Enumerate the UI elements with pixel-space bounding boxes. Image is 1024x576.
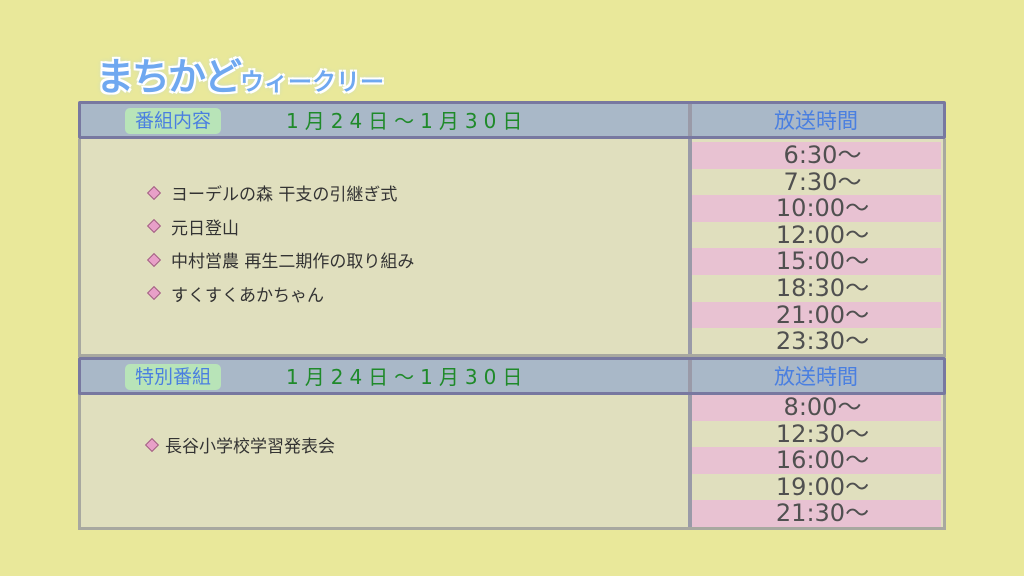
section-header: 番組内容 1月24日～1月30日 放送時間 [78, 101, 946, 139]
time-row: 7:30～ [783, 167, 862, 196]
time-row: 8:00～ [692, 394, 941, 421]
date-range: 1月24日～1月30日 [286, 365, 529, 389]
date-range: 1月24日～1月30日 [286, 109, 529, 133]
list-item: 長谷小学校学習発表会 [144, 428, 335, 462]
logo-main: まちかど [96, 55, 242, 99]
diamond-icon [146, 286, 162, 301]
column-divider [688, 104, 692, 136]
diamond-icon [144, 437, 160, 452]
time-row: 19:00～ [775, 472, 870, 501]
time-row: 12:30～ [775, 419, 870, 448]
list-item: ヨーデルの森 干支の引継ぎ式 [146, 176, 414, 210]
logo: まちかどウィークリー [96, 46, 384, 101]
time-row: 10:00～ [692, 195, 941, 222]
column-divider [688, 139, 692, 354]
item-text: ヨーデルの森 干支の引継ぎ式 [171, 185, 398, 206]
logo-sub: ウィークリー [240, 68, 385, 96]
time-row: 16:00～ [692, 447, 941, 474]
section-label: 特別番組 [125, 364, 222, 390]
time-row: 21:30～ [692, 500, 941, 527]
item-text: 元日登山 [171, 218, 239, 239]
program-body: ヨーデルの森 干支の引継ぎ式 元日登山 中村営農 再生二期作の取り組み すくすく… [78, 139, 946, 357]
item-text: 長谷小学校学習発表会 [165, 437, 335, 458]
column-divider [688, 393, 692, 527]
list-item: 中村営農 再生二期作の取り組み [146, 243, 415, 277]
time-row: 12:00～ [775, 220, 870, 249]
time-row: 21:00～ [692, 301, 941, 329]
time-row: 6:30～ [692, 142, 941, 169]
diamond-icon [146, 252, 162, 267]
item-text: 中村営農 再生二期作の取り組み [171, 252, 415, 273]
list-item: 元日登山 [146, 210, 414, 244]
time-row: 18:30～ [775, 273, 870, 302]
item-text: すくすくあかちゃん [171, 285, 324, 306]
column-divider [688, 360, 692, 392]
time-row: 15:00～ [692, 248, 941, 275]
time-header: 放送時間 [774, 365, 858, 389]
time-list: 6:30～ 7:30～ 10:00～ 12:00～ 15:00～ 18:30～ … [692, 142, 941, 355]
section-label: 番組内容 [125, 108, 222, 134]
time-list: 8:00～ 12:30～ 16:00～ 19:00～ 21:30～ [692, 394, 941, 527]
special-body: 長谷小学校学習発表会 8:00～ 12:30～ 16:00～ 19:00～ 21… [78, 393, 946, 530]
section-header: 特別番組 1月24日～1月30日 放送時間 [78, 357, 946, 395]
program-list: ヨーデルの森 干支の引継ぎ式 元日登山 中村営農 再生二期作の取り組み すくすく… [146, 176, 415, 311]
list-item: すくすくあかちゃん [146, 277, 414, 311]
diamond-icon [146, 219, 162, 234]
time-header: 放送時間 [774, 109, 858, 133]
diamond-icon [146, 185, 162, 200]
time-row: 23:30～ [775, 327, 870, 356]
special-list: 長谷小学校学習発表会 [144, 428, 335, 462]
